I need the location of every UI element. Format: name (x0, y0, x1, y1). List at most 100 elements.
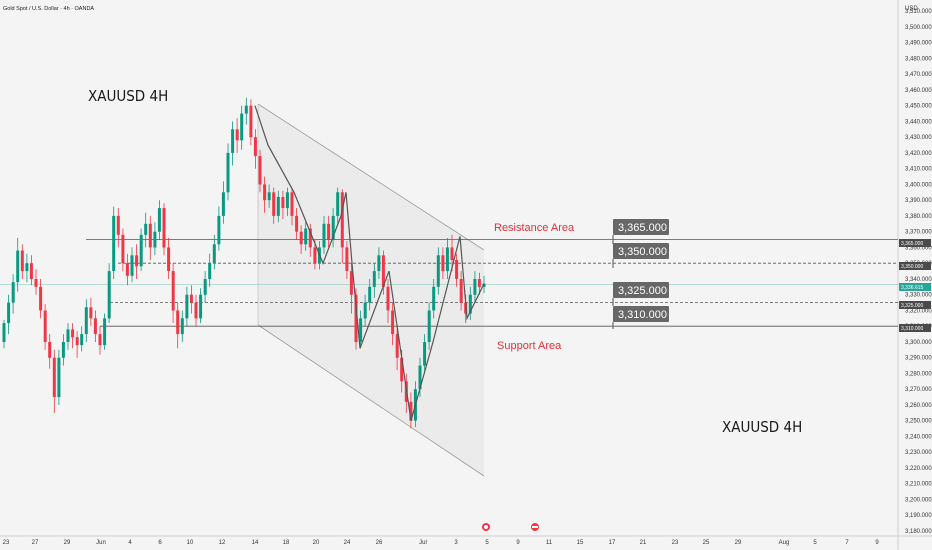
candle-body[interactable] (322, 223, 326, 248)
candle-body[interactable] (340, 192, 344, 248)
candle-body[interactable] (272, 192, 276, 216)
candle-body[interactable] (477, 279, 481, 287)
candle-body[interactable] (468, 294, 472, 314)
candle-body[interactable] (162, 208, 166, 248)
event-icon-1[interactable] (482, 523, 490, 531)
candle-body[interactable] (418, 365, 422, 390)
candle-body[interactable] (345, 247, 349, 271)
candle-body[interactable] (427, 310, 431, 343)
candle-body[interactable] (368, 286, 372, 303)
candle-body[interactable] (432, 286, 436, 311)
candle-body[interactable] (436, 255, 440, 287)
candle-body[interactable] (89, 307, 93, 319)
candle-body[interactable] (445, 247, 449, 271)
candle-body[interactable] (459, 279, 463, 303)
candle-body[interactable] (25, 263, 29, 272)
candle-body[interactable] (308, 228, 312, 248)
candle-body[interactable] (372, 271, 376, 287)
candle-body[interactable] (363, 302, 367, 319)
candle-body[interactable] (281, 197, 285, 208)
candle-body[interactable] (240, 113, 244, 141)
candle-body[interactable] (61, 342, 65, 358)
candle-body[interactable] (226, 152, 230, 193)
candle-body[interactable] (80, 334, 84, 346)
candle-body[interactable] (66, 329, 70, 342)
time-axis[interactable]: 23 27 29 Jun 4 6 10 12 14 18 20 24 26 Jul 3 5 9 11 15 17 21 2… (3, 540, 880, 546)
candle-body[interactable] (139, 234, 143, 267)
candle-body[interactable] (258, 156, 262, 185)
candle-body[interactable] (423, 342, 427, 366)
candle-body[interactable] (391, 310, 395, 335)
candle-body[interactable] (349, 271, 353, 295)
candle-body[interactable] (244, 105, 248, 114)
candle-body[interactable] (16, 250, 20, 283)
candle-body[interactable] (231, 129, 235, 153)
candle-body[interactable] (176, 310, 180, 335)
candle-body[interactable] (304, 228, 308, 245)
candle-body[interactable] (253, 137, 257, 157)
candle-body[interactable] (84, 307, 88, 335)
level-box-325[interactable]: 3,325.000 (613, 282, 669, 298)
candle-body[interactable] (199, 294, 203, 319)
candle-body[interactable] (116, 215, 120, 235)
candle-body[interactable] (148, 223, 152, 248)
candle-body[interactable] (327, 223, 331, 240)
candle-body[interactable] (153, 231, 157, 248)
candle-body[interactable] (194, 302, 198, 319)
candle-body[interactable] (331, 215, 335, 240)
candle-body[interactable] (2, 323, 6, 342)
candle-body[interactable] (359, 318, 363, 342)
candle-body[interactable] (98, 334, 102, 346)
candle-body[interactable] (354, 294, 358, 342)
level-box-365[interactable]: 3,365.000 (613, 219, 669, 235)
candle-body[interactable] (212, 244, 216, 264)
candle-body[interactable] (276, 197, 280, 216)
candle-body[interactable] (221, 192, 225, 216)
candle-body[interactable] (441, 255, 445, 272)
candle-body[interactable] (103, 318, 107, 346)
candle-body[interactable] (57, 357, 61, 398)
candle-body[interactable] (185, 294, 189, 319)
candle-body[interactable] (217, 215, 221, 245)
candle-body[interactable] (395, 334, 399, 358)
candle-body[interactable] (171, 271, 175, 311)
candle-body[interactable] (167, 247, 171, 271)
candle-body[interactable] (208, 263, 212, 279)
candle-body[interactable] (135, 255, 139, 267)
candle-body[interactable] (285, 192, 289, 209)
candle-body[interactable] (473, 279, 477, 295)
candle-body[interactable] (381, 255, 385, 287)
candle-body[interactable] (299, 231, 303, 245)
candle-body[interactable] (295, 215, 299, 232)
candle-body[interactable] (93, 318, 97, 335)
candle-body[interactable] (7, 302, 11, 324)
candle-body[interactable] (39, 286, 43, 311)
candle-body[interactable] (107, 271, 111, 319)
candle-body[interactable] (125, 263, 129, 276)
event-icon-2[interactable] (531, 523, 539, 531)
candle-body[interactable] (189, 294, 193, 303)
candle-body[interactable] (386, 286, 390, 311)
candle-body[interactable] (400, 357, 404, 382)
candle-body[interactable] (290, 192, 294, 216)
candle-body[interactable] (20, 250, 24, 272)
candle-body[interactable] (52, 357, 56, 398)
candle-body[interactable] (121, 234, 125, 264)
candle-body[interactable] (180, 318, 184, 335)
candle-body[interactable] (48, 342, 52, 358)
candle-body[interactable] (29, 263, 33, 279)
candle-body[interactable] (34, 279, 38, 287)
candle-body[interactable] (235, 129, 239, 141)
candle-body[interactable] (409, 401, 413, 421)
candle-body[interactable] (130, 255, 134, 276)
candle-body[interactable] (157, 208, 161, 232)
candle-body[interactable] (203, 279, 207, 295)
candle-body[interactable] (450, 247, 454, 260)
candle-body[interactable] (249, 105, 253, 138)
candle-body[interactable] (112, 215, 116, 271)
candle-body[interactable] (482, 283, 486, 287)
candle-body[interactable] (313, 247, 317, 264)
candle-body[interactable] (377, 255, 381, 272)
candle-body[interactable] (263, 184, 267, 201)
